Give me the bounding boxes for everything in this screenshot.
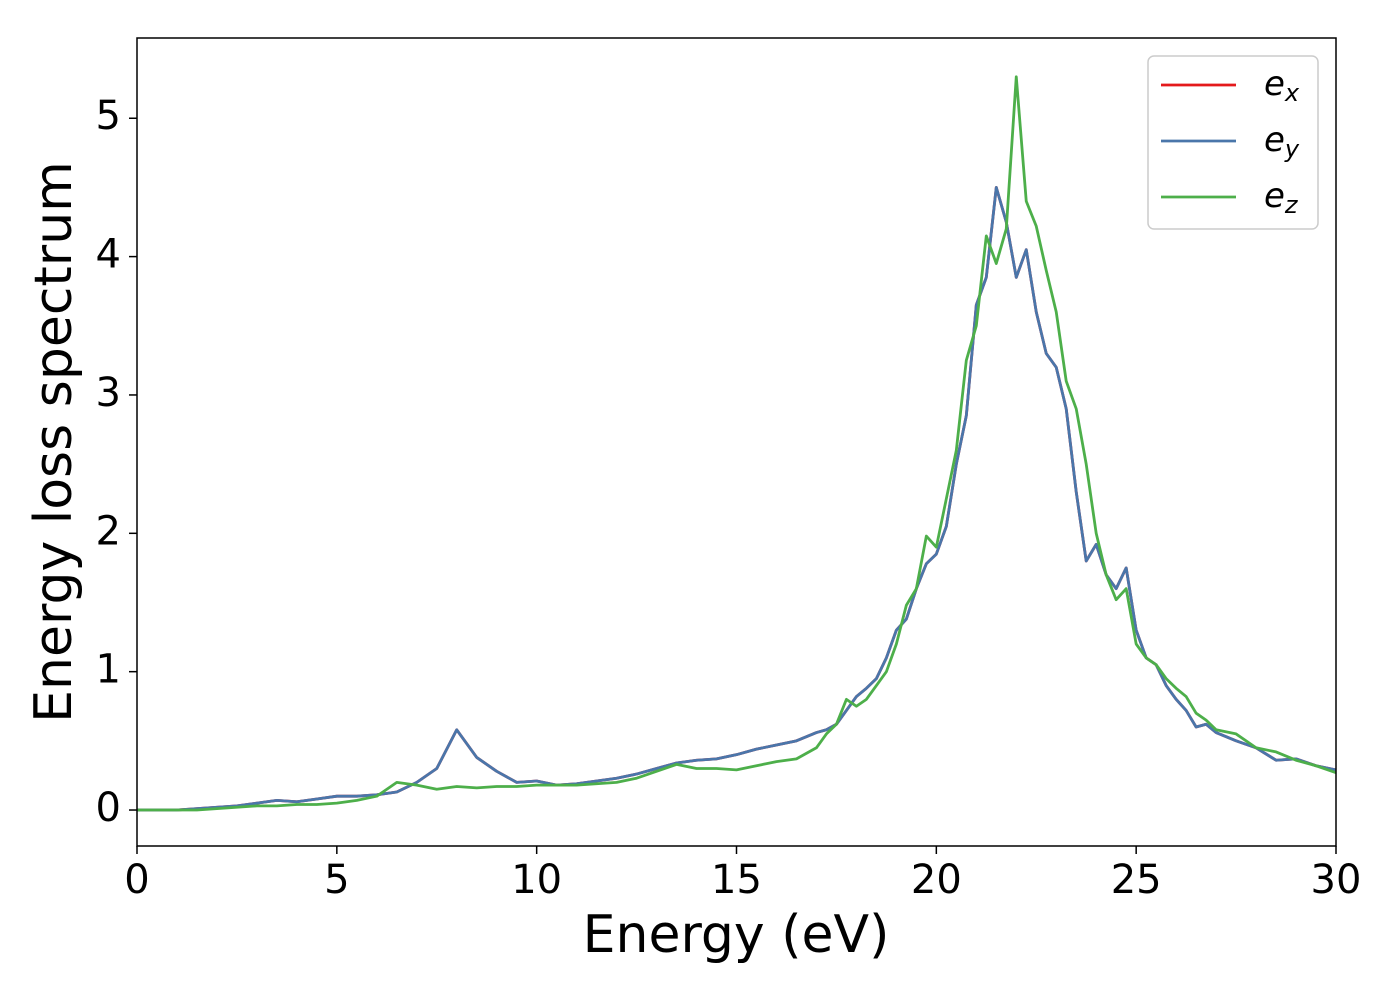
series-line <box>137 75 1336 812</box>
y-tick-label: 1 <box>96 647 121 693</box>
x-tick-label: 5 <box>324 857 349 903</box>
plot-frame <box>136 37 1337 847</box>
x-tick-label: 30 <box>1311 857 1362 903</box>
y-tick-label: 0 <box>96 785 121 831</box>
x-tick-label: 25 <box>1111 857 1162 903</box>
legend-box <box>1147 55 1319 230</box>
y-axis-label: Energy loss spectrum <box>24 161 84 723</box>
y-tick-label: 2 <box>96 508 121 554</box>
legend-label: ey <box>1264 120 1300 164</box>
x-tick-label: 0 <box>124 857 149 903</box>
legend-label: ex <box>1264 64 1300 108</box>
series-line <box>137 186 1336 812</box>
y-tick-label: 3 <box>96 370 121 416</box>
x-axis-label: Energy (eV) <box>583 905 890 965</box>
legend: ex ey ez <box>1147 55 1319 230</box>
x-tick-label: 10 <box>511 857 562 903</box>
x-tick-label: 20 <box>911 857 962 903</box>
y-tick-label: 5 <box>96 93 121 139</box>
y-tick-label: 4 <box>96 232 121 278</box>
legend-label: ez <box>1264 176 1299 220</box>
x-tick-label: 15 <box>711 857 762 903</box>
